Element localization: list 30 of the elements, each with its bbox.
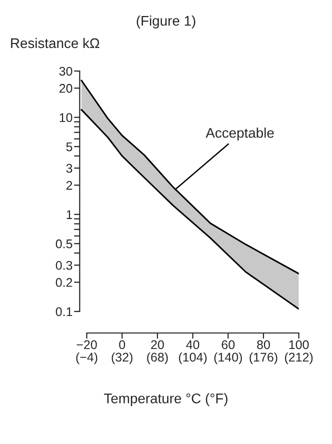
y-tick-label: 0.5 <box>56 239 72 248</box>
y-tick-label: 5 <box>66 142 72 152</box>
x2-tick-label: (68) <box>147 352 168 364</box>
y-tick-label: 30 <box>59 66 72 76</box>
x-tick-label: −20 <box>76 340 97 350</box>
x-tick-label: 20 <box>151 340 164 350</box>
x-axis-title: Temperature °C (°F) <box>104 393 228 406</box>
x-tick-label: 80 <box>257 340 270 350</box>
x2-tick-label: (212) <box>284 352 313 364</box>
x-tick-label: 100 <box>289 340 309 350</box>
y-tick-label: 20 <box>59 84 72 93</box>
chart-title: (Figure 1) <box>136 16 196 28</box>
y-tick-label: 3 <box>66 164 72 173</box>
x-tick-label: 0 <box>119 340 126 350</box>
x2-tick-label: (140) <box>214 352 242 364</box>
y-tick-label: 10 <box>60 113 72 122</box>
y-axis-title: Resistance kΩ <box>11 38 100 48</box>
x2-tick-label: (104) <box>178 352 207 364</box>
x2-tick-label: (176) <box>250 352 278 364</box>
line-series <box>80 80 299 274</box>
y-tick-label: 0.2 <box>56 278 72 287</box>
x-tick-label: 40 <box>186 340 200 350</box>
x2-tick-label: (32) <box>112 352 132 364</box>
y-tick-label: 0.1 <box>56 307 72 316</box>
annotation: Acceptable <box>206 128 274 141</box>
x2-tick-label: (−4) <box>76 352 98 364</box>
y-tick-label: 1 <box>66 210 72 219</box>
y-tick-label: 2 <box>66 180 72 190</box>
x-tick-label: 60 <box>222 340 235 350</box>
y-tick-label: 0.3 <box>56 260 72 270</box>
